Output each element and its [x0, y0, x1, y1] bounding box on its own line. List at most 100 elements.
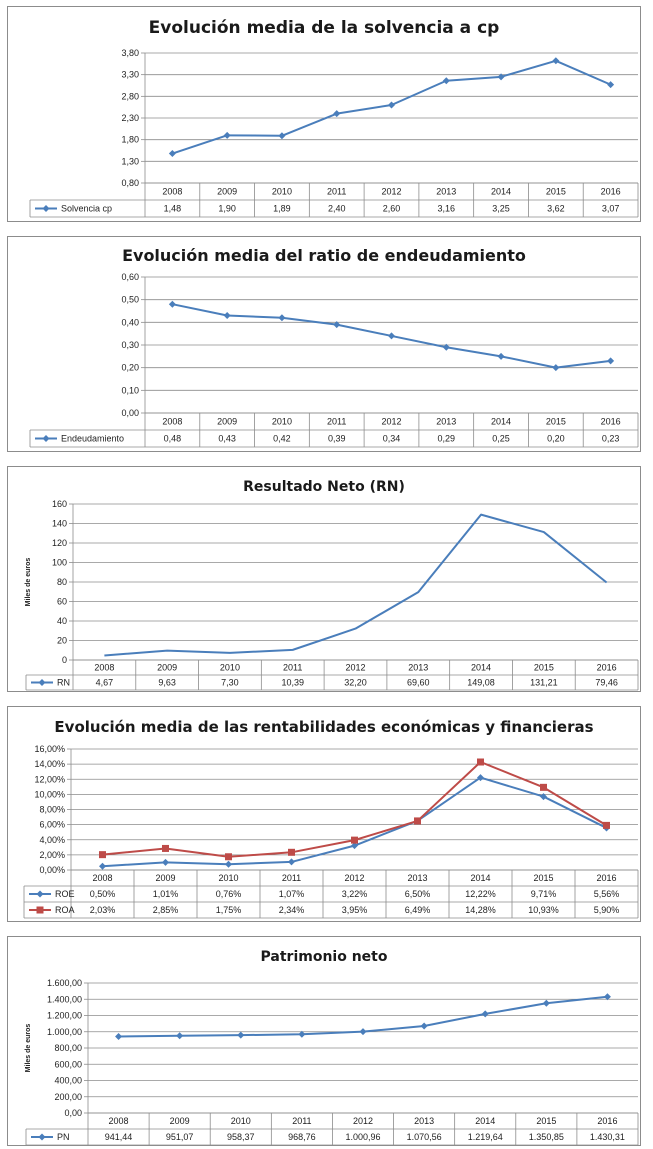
- y-tick-label: 160: [52, 499, 67, 509]
- y-tick-label: 60: [57, 597, 67, 607]
- legend-label: ROE: [55, 889, 75, 899]
- table-value: 1.430,31: [590, 1132, 625, 1142]
- x-category-label: 2012: [344, 873, 364, 883]
- table-value: 69,60: [407, 678, 430, 688]
- table-value: 951,07: [166, 1132, 194, 1142]
- y-tick-label: 0,80: [121, 178, 139, 188]
- data-point: [542, 999, 550, 1007]
- table-value: 5,90%: [594, 905, 620, 915]
- data-point: [162, 844, 169, 852]
- x-category-label: 2015: [546, 187, 566, 197]
- table-value: 131,21: [530, 678, 558, 688]
- table-value: 0,25: [492, 434, 510, 444]
- data-point: [115, 1033, 123, 1041]
- data-point: [359, 1028, 367, 1036]
- data-point: [477, 774, 484, 782]
- data-point: [162, 858, 169, 866]
- x-category-label: 2012: [381, 187, 401, 197]
- x-category-label: 2010: [231, 1116, 251, 1126]
- x-category-label: 2011: [282, 873, 301, 883]
- y-tick-label: 3,80: [121, 48, 139, 58]
- x-category-label: 2011: [283, 663, 302, 673]
- y-tick-label: 0,20: [121, 363, 139, 373]
- y-tick-label: 0,00: [64, 1108, 82, 1118]
- chart-svg-resultado-neto: Resultado Neto (RN) Miles de euros 0 20 40 60…: [25, 479, 639, 691]
- data-point: [477, 758, 484, 766]
- y-tick-label: 4,00%: [39, 835, 65, 845]
- data-point: [225, 853, 232, 861]
- table-value: 7,30: [221, 678, 239, 688]
- x-category-label: 2010: [218, 873, 238, 883]
- table-value: 3,62: [547, 204, 565, 214]
- table-value: 0,23: [602, 434, 620, 444]
- x-category-label: 2016: [601, 417, 621, 427]
- x-category-label: 2008: [109, 1116, 129, 1126]
- x-category-label: 2012: [381, 417, 401, 427]
- y-tick-label: 10,00%: [34, 789, 65, 799]
- x-category-label: 2011: [292, 1116, 311, 1126]
- chart-svg-rentabilidades: Evolución media de las rentabilidades ec…: [23, 718, 639, 919]
- x-category-label: 2015: [533, 873, 553, 883]
- data-point: [388, 101, 395, 109]
- data-point: [414, 817, 421, 825]
- data-point: [607, 357, 615, 365]
- data-point: [540, 793, 547, 801]
- chart-title: Patrimonio neto: [261, 949, 388, 965]
- data-point: [481, 1010, 489, 1018]
- table-value: 1,07%: [279, 889, 305, 899]
- x-category-label: 2011: [327, 417, 346, 427]
- y-tick-label: 2,80: [121, 91, 139, 101]
- chart-panel-solvencia: Evolución media de la solvencia a cp 0,80…: [7, 6, 641, 222]
- legend-key-marker: [36, 906, 44, 914]
- y-tick-label: 16,00%: [34, 744, 65, 754]
- x-category-label: 2008: [162, 187, 182, 197]
- y-axis-title: Miles de euros: [25, 1024, 32, 1073]
- data-point: [225, 860, 232, 868]
- legend-key-marker: [38, 1133, 46, 1141]
- data-point: [442, 343, 450, 351]
- table-value: 1.070,56: [407, 1132, 442, 1142]
- table-value: 1,90: [218, 204, 236, 214]
- table-value: 2,40: [328, 204, 346, 214]
- y-tick-label: 600,00: [54, 1059, 82, 1069]
- x-category-label: 2009: [170, 1116, 190, 1126]
- y-tick-label: 8,00%: [39, 805, 65, 815]
- y-tick-label: 2,30: [121, 113, 139, 123]
- table-value: 6,50%: [405, 889, 431, 899]
- table-value: 9,71%: [531, 889, 557, 899]
- y-tick-label: 3,30: [121, 70, 139, 80]
- table-value: 0,43: [218, 434, 236, 444]
- x-category-label: 2015: [546, 417, 566, 427]
- table-value: 3,07: [602, 204, 620, 214]
- x-category-label: 2010: [220, 663, 240, 673]
- x-category-label: 2012: [353, 1116, 373, 1126]
- table-value: 3,25: [492, 204, 510, 214]
- x-category-label: 2008: [92, 873, 112, 883]
- x-category-label: 2009: [155, 873, 175, 883]
- legend-key-marker: [42, 435, 50, 442]
- y-tick-label: 0,00%: [39, 865, 65, 875]
- data-point: [333, 110, 341, 118]
- table-value: 0,34: [383, 434, 401, 444]
- chart-title: Evolución media de las rentabilidades ec…: [54, 718, 593, 736]
- data-point: [99, 851, 106, 859]
- x-category-label: 2013: [407, 873, 427, 883]
- table-value: 10,39: [281, 678, 304, 688]
- legend-label: RN: [57, 678, 70, 688]
- data-point: [298, 1030, 306, 1038]
- data-point: [176, 1032, 184, 1040]
- y-tick-label: 6,00%: [39, 820, 65, 830]
- x-category-label: 2014: [471, 663, 491, 673]
- x-category-label: 2011: [327, 187, 346, 197]
- chart-panel-resultado-neto: Resultado Neto (RN) Miles de euros 0 20 40 60…: [7, 466, 641, 692]
- x-category-label: 2016: [596, 873, 616, 883]
- x-category-label: 2009: [157, 663, 177, 673]
- x-category-label: 2013: [408, 663, 428, 673]
- table-value: 2,34%: [279, 905, 305, 915]
- table-value: 4,67: [96, 678, 114, 688]
- legend-key-marker: [38, 679, 46, 686]
- table-value: 1,75%: [216, 905, 242, 915]
- data-point: [333, 321, 341, 329]
- chart-svg-endeudamiento: Evolución media del ratio de endeudamien…: [29, 246, 639, 448]
- x-category-label: 2015: [536, 1116, 556, 1126]
